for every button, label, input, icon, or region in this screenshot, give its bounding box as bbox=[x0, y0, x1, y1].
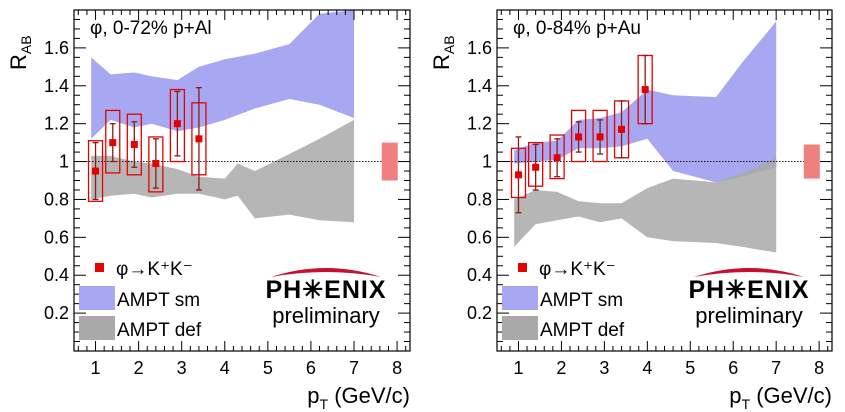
x-tick-label: 1 bbox=[513, 358, 523, 378]
panel-title: φ, 0-72% p+Al bbox=[90, 18, 212, 39]
data-point bbox=[532, 163, 540, 171]
y-tick-label: 1.4 bbox=[44, 76, 69, 96]
logo-subtitle: preliminary bbox=[272, 303, 380, 328]
x-tick-label: 4 bbox=[220, 358, 230, 378]
logo-text: PH✳ENIX bbox=[688, 276, 809, 304]
global-sys-box bbox=[381, 142, 398, 181]
x-axis-label: pT (GeV/c) bbox=[729, 383, 832, 412]
x-tick-label: 3 bbox=[177, 358, 187, 378]
legend-label-ampt-def: AMPT def bbox=[540, 320, 625, 341]
x-tick-label: 8 bbox=[392, 358, 402, 378]
y-tick-label: 1 bbox=[59, 152, 69, 172]
legend-swatch-ampt-sm bbox=[502, 286, 538, 310]
y-tick-label: 0.6 bbox=[44, 227, 69, 247]
data-point bbox=[618, 125, 626, 133]
y-tick-label: 0.2 bbox=[44, 303, 69, 323]
y-tick-label: 1.2 bbox=[467, 114, 492, 134]
sys-box bbox=[549, 134, 565, 180]
legend-label-ampt-def: AMPT def bbox=[117, 320, 202, 341]
y-tick-label: 1.2 bbox=[44, 114, 69, 134]
sys-box bbox=[126, 113, 142, 176]
data-point bbox=[152, 159, 160, 167]
data-point bbox=[92, 167, 100, 175]
y-tick-label: 0.6 bbox=[467, 227, 492, 247]
legend: φ→K⁺K⁻ AMPT sm AMPT def bbox=[502, 259, 625, 341]
data-point bbox=[109, 139, 117, 147]
y-tick-label: 1.4 bbox=[467, 76, 492, 96]
panel-p-al: 1 2 3 4 5 6 7 8 0.2 0.4 0.6 0.8 1 1.2 1.4 1.6 RAB pT (GeV… bbox=[6, 9, 411, 412]
x-tick-label: 5 bbox=[685, 358, 695, 378]
legend-marker-data bbox=[518, 263, 527, 272]
legend-label-data: φ→K⁺K⁻ bbox=[539, 259, 616, 280]
x-tick-label: 7 bbox=[771, 358, 781, 378]
panel-p-au: 1 2 3 4 5 6 7 8 0.2 0.4 0.6 0.8 1 1.2 1.4 1.6 RAB pT (GeV… bbox=[429, 9, 833, 412]
sys-box bbox=[87, 140, 104, 202]
data-point bbox=[553, 154, 561, 162]
data-point bbox=[195, 135, 203, 143]
legend-label-data: φ→K⁺K⁻ bbox=[116, 259, 193, 280]
data-point bbox=[641, 86, 649, 94]
sys-box bbox=[148, 136, 164, 193]
y-axis-label: RAB bbox=[429, 35, 457, 70]
data-point bbox=[173, 120, 181, 128]
y-axis-label: RAB bbox=[6, 35, 34, 70]
y-tick-label: 1 bbox=[482, 152, 492, 172]
logo-subtitle: preliminary bbox=[695, 303, 803, 328]
legend-label-ampt-sm: AMPT sm bbox=[117, 290, 200, 311]
data-point bbox=[575, 133, 583, 141]
panel-title: φ, 0-84% p+Au bbox=[513, 18, 641, 39]
plot-area bbox=[74, 10, 410, 223]
x-tick-label: 5 bbox=[263, 358, 273, 378]
legend-marker-data bbox=[95, 263, 104, 272]
x-tick-label: 2 bbox=[134, 358, 144, 378]
y-tick-label: 1.6 bbox=[44, 38, 69, 58]
x-tick-label: 2 bbox=[556, 358, 566, 378]
plot-area bbox=[497, 21, 832, 253]
logo-text: PH✳ENIX bbox=[265, 276, 386, 304]
sys-box bbox=[169, 88, 186, 163]
y-tick-label: 0.2 bbox=[467, 303, 492, 323]
data-point bbox=[514, 171, 522, 179]
x-tick-label: 6 bbox=[728, 358, 738, 378]
y-tick-label: 0.4 bbox=[44, 265, 69, 285]
sys-box bbox=[570, 109, 587, 163]
legend-label-ampt-sm: AMPT sm bbox=[540, 290, 623, 311]
sys-box bbox=[105, 109, 121, 174]
data-point bbox=[130, 141, 138, 149]
band-ampt-def bbox=[91, 119, 354, 223]
x-tick-label: 8 bbox=[814, 358, 824, 378]
band-ampt-def bbox=[514, 157, 777, 253]
y-tick-label: 1.6 bbox=[467, 38, 492, 58]
sys-box bbox=[592, 109, 608, 163]
x-tick-label: 6 bbox=[306, 358, 316, 378]
y-tick-label: 0.8 bbox=[467, 189, 492, 209]
logo-swoosh-icon bbox=[694, 268, 804, 277]
x-tick-label: 1 bbox=[91, 358, 101, 378]
x-tick-label: 7 bbox=[349, 358, 359, 378]
x-tick-label: 3 bbox=[599, 358, 609, 378]
legend: φ→K⁺K⁻ AMPT sm AMPT def bbox=[79, 259, 202, 341]
y-tick-label: 0.4 bbox=[467, 265, 492, 285]
logo-swoosh-icon bbox=[271, 268, 381, 277]
legend-swatch-ampt-def bbox=[502, 316, 538, 340]
legend-swatch-ampt-sm bbox=[79, 286, 115, 310]
legend-swatch-ampt-def bbox=[79, 316, 115, 340]
global-sys-box bbox=[803, 144, 820, 179]
x-tick-label: 4 bbox=[642, 358, 652, 378]
x-axis-label: pT (GeV/c) bbox=[307, 383, 410, 412]
y-tick-label: 0.8 bbox=[44, 189, 69, 209]
band-ampt-sm bbox=[91, 10, 354, 139]
data-point bbox=[596, 133, 604, 141]
